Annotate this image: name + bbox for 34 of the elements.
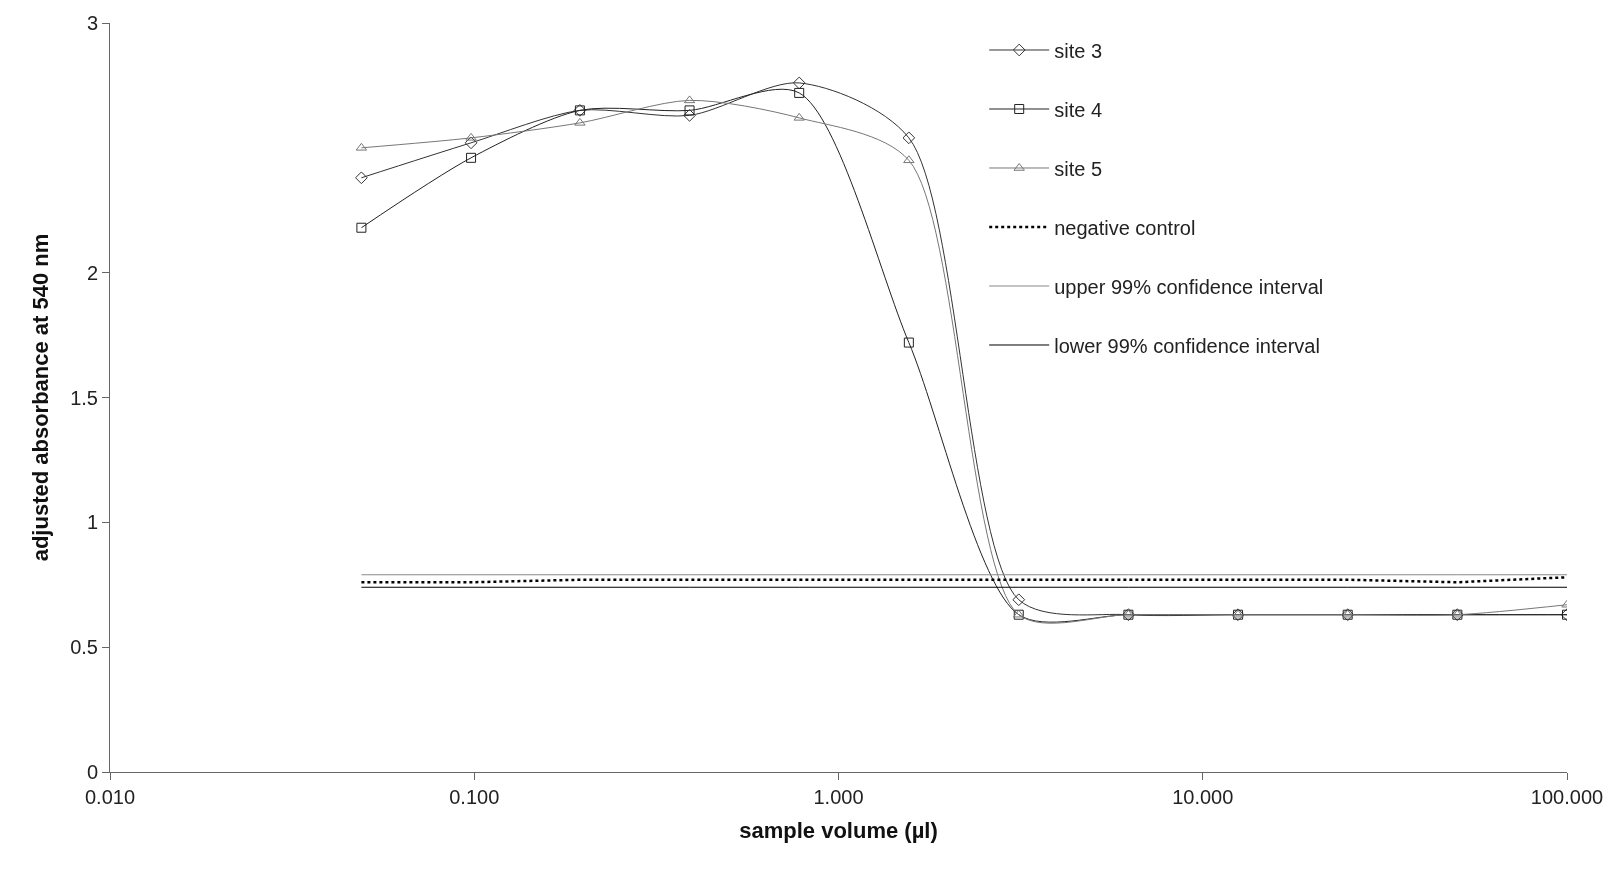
legend-label: site 4	[1054, 98, 1103, 121]
point	[1012, 593, 1026, 607]
x-tick-label: 10.000	[1172, 786, 1234, 808]
point	[793, 112, 805, 121]
y-tick-label: 0.5	[70, 636, 98, 659]
y-tick-label: 2	[86, 261, 98, 284]
point	[355, 171, 368, 185]
point	[903, 155, 915, 164]
x-tick-label: 0.010	[84, 786, 136, 808]
x-tick-label: 100.000	[1530, 786, 1604, 808]
y-tick-label: 1.5	[70, 386, 98, 409]
point	[684, 105, 695, 116]
legend-label: upper 99% confidence interval	[1054, 275, 1324, 298]
point	[794, 87, 805, 98]
point	[683, 109, 696, 122]
x-tick-label: 1.000	[813, 786, 864, 808]
legend-label: negative control	[1054, 216, 1196, 239]
x-tick-label: 0.100	[449, 786, 500, 808]
point	[903, 337, 914, 348]
point	[792, 76, 806, 90]
y-tick-label: 3	[86, 12, 98, 34]
point	[465, 132, 477, 141]
point	[574, 117, 586, 126]
point	[464, 136, 478, 150]
x-axis-title: sample volume (µl)	[739, 817, 938, 843]
y-tick-label: 0	[86, 761, 98, 783]
point	[902, 131, 916, 145]
legend-label: site 5	[1054, 157, 1103, 180]
point	[466, 152, 477, 163]
legend-label: lower 99% confidence interval	[1054, 334, 1320, 357]
y-tick-label: 1	[86, 511, 98, 534]
point	[356, 222, 367, 233]
y-axis-title: adjusted absorbance at 540 nm	[27, 233, 53, 562]
legend-label: site 3	[1054, 39, 1103, 62]
